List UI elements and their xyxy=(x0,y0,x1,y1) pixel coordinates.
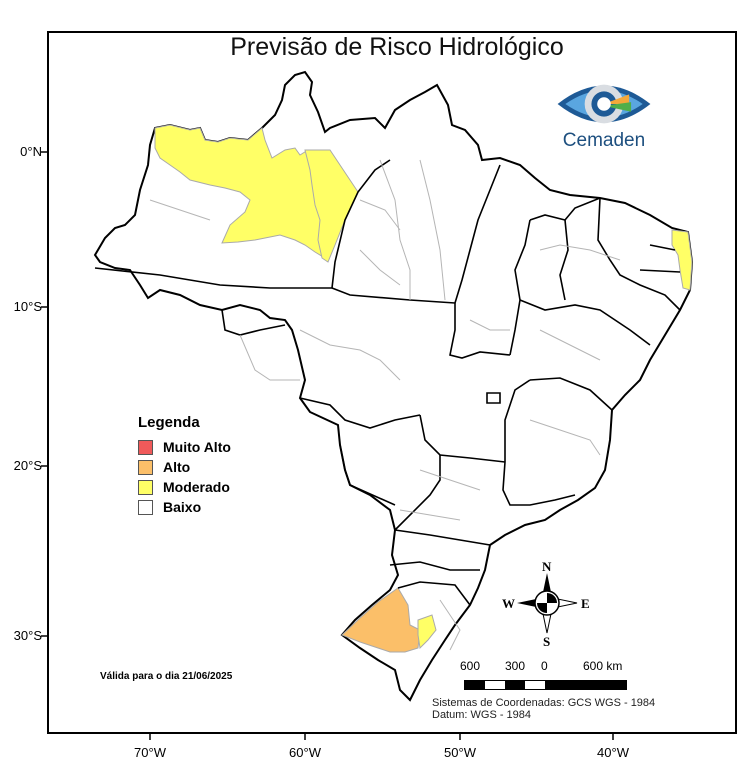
y-tick-20s: 20°S xyxy=(13,458,42,473)
legend: Legenda Muito Alto Alto Moderado Baixo xyxy=(138,414,231,517)
region-nordeste-costa-moderado xyxy=(671,229,693,291)
compass-east: E xyxy=(581,596,590,611)
scale-label-300: 300 xyxy=(505,659,526,673)
legend-label: Moderado xyxy=(163,479,230,495)
cemaden-logo-text: Cemaden xyxy=(562,130,646,151)
validity-date: Válida para o dia 21/06/2025 xyxy=(100,671,233,682)
scale-bar xyxy=(464,680,627,690)
legend-item-baixo: Baixo xyxy=(138,497,231,517)
legend-title: Legenda xyxy=(138,414,200,431)
legend-item-moderado: Moderado xyxy=(138,477,231,497)
x-tick-50w: 50°W xyxy=(444,745,476,760)
x-tick-40w: 40°W xyxy=(597,745,629,760)
region-rs-moderado xyxy=(417,614,437,650)
legend-label: Muito Alto xyxy=(163,439,231,455)
datum: Datum: WGS - 1984 xyxy=(432,709,532,721)
scale-label-600km: 600 km xyxy=(583,659,623,673)
basin-borders xyxy=(149,159,621,651)
legend-swatch-moderado xyxy=(138,479,153,495)
scale-label-600: 600 xyxy=(460,659,481,673)
scale-label-0: 0 xyxy=(541,659,548,673)
compass-north: N xyxy=(542,559,552,574)
coordinate-system-info: Sistemas de Coordenadas: GCS WGS - 1984 … xyxy=(432,697,655,721)
legend-label: Baixo xyxy=(163,499,202,515)
legend-swatch-muito-alto xyxy=(138,439,153,455)
legend-swatch-baixo xyxy=(138,499,153,515)
region-amazonas-moderado-east xyxy=(304,149,359,263)
legend-swatch-alto xyxy=(138,459,153,475)
legend-item-muito-alto: Muito Alto xyxy=(138,437,231,457)
state-borders xyxy=(94,159,681,606)
y-tick-10s: 10°S xyxy=(13,299,42,314)
x-tick-70w: 70°W xyxy=(134,745,166,760)
legend-item-alto: Alto xyxy=(138,457,231,477)
legend-label: Alto xyxy=(163,459,191,475)
map-title: Previsão de Risco Hidrológico xyxy=(230,33,564,61)
coordinate-system: Sistemas de Coordenadas: GCS WGS - 1984 xyxy=(432,697,656,709)
compass-west: W xyxy=(502,596,515,611)
y-tick-30s: 30°S xyxy=(13,628,42,643)
cemaden-eye-logo-icon xyxy=(557,84,651,124)
x-tick-60w: 60°W xyxy=(289,745,321,760)
compass-south: S xyxy=(543,634,551,649)
y-tick-0n: 0°N xyxy=(20,144,42,159)
